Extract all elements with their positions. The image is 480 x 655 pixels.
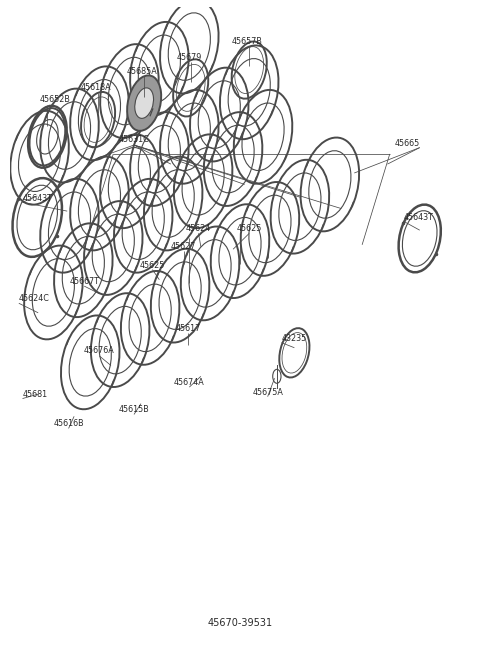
Text: 45625: 45625 [237, 225, 262, 233]
Text: 45627: 45627 [171, 242, 196, 252]
Text: 45657B: 45657B [231, 37, 263, 46]
Text: 45631C: 45631C [119, 136, 149, 145]
Text: 45616B: 45616B [53, 419, 84, 428]
Text: 45679: 45679 [177, 53, 202, 62]
Ellipse shape [135, 88, 154, 119]
Text: 45618A: 45618A [81, 83, 111, 92]
Text: 45670-39531: 45670-39531 [207, 618, 273, 628]
Text: 45681: 45681 [23, 390, 48, 399]
Text: 45643T: 45643T [23, 194, 52, 203]
Text: 43235: 43235 [281, 333, 307, 343]
Text: 45676A: 45676A [84, 346, 115, 356]
Text: 45615B: 45615B [119, 405, 149, 415]
Text: 45624C: 45624C [19, 294, 50, 303]
Text: 45652B: 45652B [39, 96, 71, 104]
Ellipse shape [127, 75, 161, 131]
Text: 45685A: 45685A [127, 67, 158, 76]
Text: 45665: 45665 [395, 139, 420, 147]
Text: 45625: 45625 [140, 261, 165, 270]
Text: 45643T: 45643T [404, 213, 433, 222]
Text: 45675A: 45675A [252, 388, 283, 397]
Text: 45674A: 45674A [174, 378, 204, 387]
Text: 45617: 45617 [176, 324, 201, 333]
Text: 45624: 45624 [186, 225, 211, 233]
Text: 45667T: 45667T [69, 277, 99, 286]
